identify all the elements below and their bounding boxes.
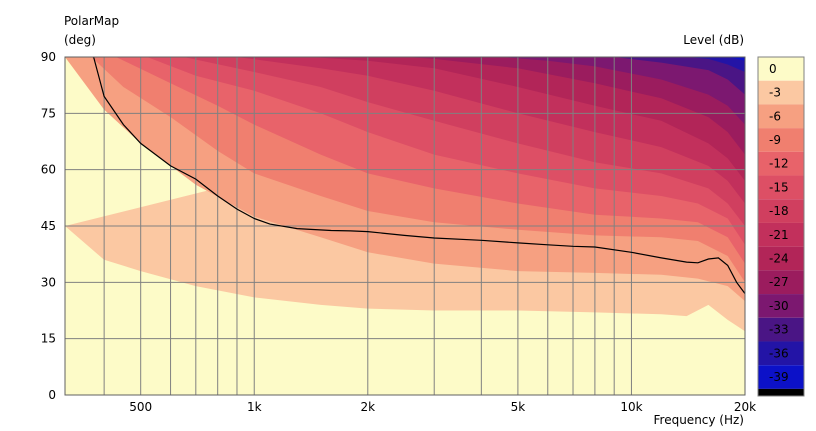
colorbar-swatch (758, 246, 804, 271)
colorbar-tick-label: -30 (769, 299, 789, 313)
colorbar-swatch (758, 365, 804, 389)
x-tick-label: 500 (129, 400, 152, 414)
colorbar-tick-label: -33 (769, 323, 789, 337)
colorbar-tick-label: -24 (769, 252, 789, 266)
level-region-m30 (500, 57, 745, 125)
colorbar-swatch (758, 388, 804, 396)
level-region-m27 (404, 57, 745, 155)
colorbar-tick-label: -6 (769, 109, 781, 123)
x-tick-label: 5k (511, 400, 526, 414)
y-tick-label: 15 (41, 332, 56, 346)
x-axis-label: Frequency (Hz) (654, 413, 745, 427)
plot-area (64, 56, 746, 396)
colorbar-swatch (758, 294, 804, 318)
colorbar-tick-label: -21 (769, 228, 789, 242)
y-tick-label: 90 (41, 50, 56, 64)
y-tick-label: 60 (41, 163, 56, 177)
colorbar-tick-label: -27 (769, 275, 789, 289)
colorbar-frame (757, 56, 805, 397)
minus6db-contour-line (93, 56, 746, 294)
colorbar-tick-label: -18 (769, 204, 789, 218)
x-axis-ticks: 500 1k 2k 5k 10k 20k (129, 400, 756, 414)
colorbar-swatch (758, 151, 804, 176)
colorbar-swatch (758, 128, 804, 152)
colorbar-tick-label: 0 (769, 62, 777, 76)
level-region-m39 (727, 57, 745, 61)
colorbar-swatch (758, 222, 804, 247)
colorbar: 0 -3 -6 -9 -12 -15 -18 -21 -24 -27 -30 -33 -36 -39 (757, 56, 805, 397)
x-tick-label: 10k (620, 400, 642, 414)
y-tick-label: 75 (41, 106, 56, 120)
colorbar-swatch (758, 270, 804, 295)
x-tick-label: 20k (734, 400, 756, 414)
colorbar-tick-label: -39 (769, 370, 789, 384)
colorbar-swatch (758, 80, 804, 105)
colorbar-tick-label: -36 (769, 346, 789, 360)
y-axis-unit-label: (deg) (64, 33, 96, 47)
x-tick-label: 1k (247, 400, 262, 414)
colorbar-tick-label: -12 (769, 157, 789, 171)
colorbar-label: Level (dB) (683, 33, 744, 47)
plot-frame (64, 56, 746, 396)
y-tick-label: 0 (48, 388, 56, 402)
chart-title: PolarMap (64, 14, 119, 28)
colorbar-swatch (758, 341, 804, 366)
x-tick-label: 2k (360, 400, 375, 414)
colorbar-swatch (758, 199, 804, 223)
series-lines (93, 56, 746, 294)
colorbar-swatch (758, 104, 804, 129)
colorbar-swatch (758, 317, 804, 342)
level-region-m36 (686, 57, 745, 72)
y-axis-ticks: 0 15 30 45 60 75 90 (41, 50, 56, 402)
colorbar-tick-label: -15 (769, 180, 789, 194)
colorbar-tick-label: -9 (769, 133, 781, 147)
y-tick-label: 30 (41, 275, 56, 289)
colorbar-swatch (758, 175, 804, 200)
level-region-m33 (614, 57, 745, 95)
y-tick-label: 45 (41, 219, 56, 233)
colorbar-tick-label: -3 (769, 86, 781, 100)
colorbar-swatch (758, 57, 804, 81)
